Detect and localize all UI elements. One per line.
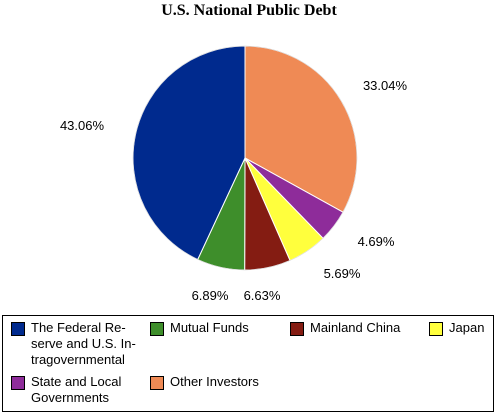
legend-item-state-local: State and Local Governments: [11, 374, 121, 406]
slice-value-label: 6.63%: [244, 288, 281, 303]
slice-value-label: 6.89%: [192, 288, 229, 303]
legend-swatch: [429, 322, 443, 336]
legend-swatch: [150, 376, 164, 390]
legend-swatch: [290, 322, 304, 336]
legend-label: Other Investors: [170, 374, 259, 389]
slice-value-label: 43.06%: [60, 118, 105, 133]
legend-swatch: [150, 322, 164, 336]
legend-label: Mainland China: [310, 320, 401, 335]
legend-label: The Federal Re- serve and U.S. In- trago…: [31, 320, 136, 367]
pie-chart: 33.04% 4.69% 5.69% 6.63% 6.89% 43.06%: [60, 45, 408, 303]
legend-swatch: [11, 322, 25, 336]
legend-item-mainland-china: Mainland China: [290, 320, 400, 336]
slice-value-label: 5.69%: [324, 266, 361, 281]
pie-outline: [132, 45, 358, 271]
legend-label: Mutual Funds: [170, 320, 249, 335]
legend-label: State and Local Governments: [31, 374, 122, 405]
chart-title: U.S. National Public Debt: [161, 2, 337, 19]
legend: The Federal Re- serve and U.S. In- trago…: [2, 315, 494, 412]
legend-label: Japan: [449, 320, 485, 335]
legend-item-japan: Japan: [429, 320, 484, 336]
legend-item-federal-reserve: The Federal Re- serve and U.S. In- trago…: [11, 320, 136, 368]
slice-value-label: 33.04%: [363, 78, 408, 93]
legend-item-mutual-funds: Mutual Funds: [150, 320, 249, 336]
slice-value-label: 4.69%: [358, 234, 395, 249]
legend-swatch: [11, 376, 25, 390]
legend-item-other-investors: Other Investors: [150, 374, 259, 390]
